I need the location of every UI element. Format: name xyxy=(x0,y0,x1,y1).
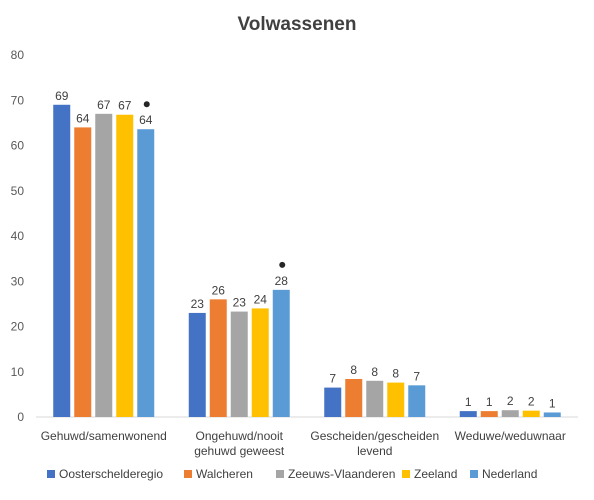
bar xyxy=(501,410,519,417)
bar xyxy=(116,114,134,417)
bar xyxy=(230,311,248,417)
category-label: Ongehuwd/nooit gehuwd geweest xyxy=(194,429,285,458)
y-tick-label: 80 xyxy=(11,48,25,62)
bar xyxy=(137,129,155,417)
bars xyxy=(53,104,561,418)
data-label: 8 xyxy=(350,363,357,377)
annotation-dot xyxy=(143,101,150,108)
legend-label: Zeeuws-Vlaanderen xyxy=(288,467,395,481)
y-tick-label: 30 xyxy=(11,274,25,288)
data-label: 8 xyxy=(371,365,378,379)
bar xyxy=(522,410,540,417)
bar xyxy=(480,411,498,417)
data-label: 7 xyxy=(413,369,420,383)
y-tick-label: 60 xyxy=(11,139,25,153)
data-label: 1 xyxy=(486,395,493,409)
y-tick-label: 70 xyxy=(11,93,25,107)
legend-swatch xyxy=(276,470,284,478)
annotation-dot xyxy=(279,261,286,268)
data-label: 24 xyxy=(254,292,268,306)
bar xyxy=(543,412,561,417)
y-axis: 0 10 20 30 40 50 60 70 80 xyxy=(11,48,25,424)
data-label: 23 xyxy=(233,296,247,310)
category-label: Gehuwd/samenwonend xyxy=(41,429,167,443)
bar xyxy=(74,127,92,418)
data-label: 23 xyxy=(191,297,205,311)
legend-label: Zeeland xyxy=(414,467,457,481)
data-label: 8 xyxy=(392,367,399,381)
legend-swatch xyxy=(184,470,192,478)
data-label: 2 xyxy=(528,395,535,409)
legend: Oosterschelderegio Walcheren Zeeuws-Vlaand… xyxy=(47,467,537,481)
bar xyxy=(272,289,290,417)
bar xyxy=(53,104,71,418)
legend-label: Oosterschelderegio xyxy=(59,467,163,481)
y-tick-label: 20 xyxy=(11,320,25,334)
bar xyxy=(188,312,206,417)
bar xyxy=(408,385,426,417)
data-label: 64 xyxy=(76,111,90,125)
data-label: 69 xyxy=(55,89,69,103)
category-label: Gescheiden/gescheiden levend xyxy=(310,429,439,458)
y-tick-label: 40 xyxy=(11,229,25,243)
data-label: 2 xyxy=(507,394,514,408)
bar xyxy=(345,378,363,417)
bar xyxy=(459,411,477,417)
y-tick-label: 10 xyxy=(11,365,25,379)
data-label: 67 xyxy=(118,99,132,113)
bar xyxy=(324,387,342,417)
legend-label: Nederland xyxy=(482,467,537,481)
legend-swatch xyxy=(402,470,410,478)
category-labels: Gehuwd/samenwonend Ongehuwd/nooit gehuwd g… xyxy=(41,429,566,458)
y-tick-label: 0 xyxy=(17,410,24,424)
legend-swatch xyxy=(47,470,55,478)
bar xyxy=(366,380,384,417)
bar xyxy=(251,308,269,417)
annotations xyxy=(143,101,286,268)
data-label: 1 xyxy=(549,396,556,410)
data-label: 64 xyxy=(139,113,153,127)
legend-swatch xyxy=(470,470,478,478)
data-label: 26 xyxy=(212,283,226,297)
data-label: 1 xyxy=(465,395,472,409)
bar xyxy=(387,382,405,417)
data-label: 67 xyxy=(97,98,111,112)
legend-label: Walcheren xyxy=(196,467,253,481)
chart-title: Volwassenen xyxy=(237,14,357,35)
data-label: 28 xyxy=(275,274,289,288)
bar xyxy=(95,113,113,417)
category-label: Weduwe/weduwnaar xyxy=(455,429,566,443)
bar xyxy=(209,299,227,417)
data-label: 7 xyxy=(329,372,336,386)
y-tick-label: 50 xyxy=(11,184,25,198)
